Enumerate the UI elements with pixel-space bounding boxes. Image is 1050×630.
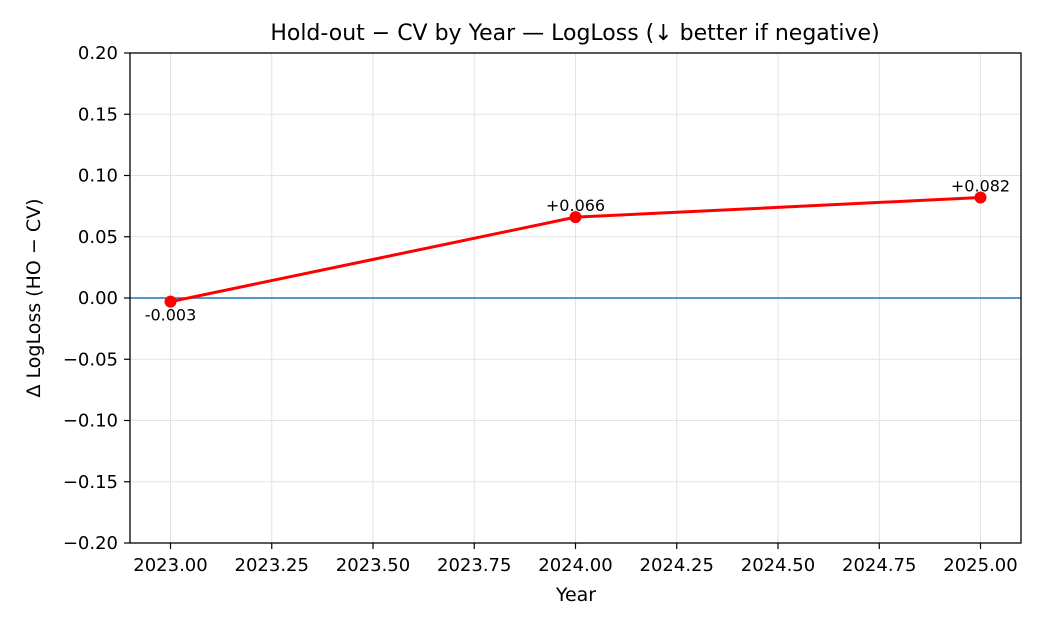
x-tick-label: 2023.50 bbox=[336, 555, 410, 576]
x-tick-label: 2024.75 bbox=[842, 555, 916, 576]
y-tick-label: −0.10 bbox=[63, 411, 118, 432]
y-tick-label: −0.05 bbox=[63, 349, 118, 370]
y-tick-label: 0.20 bbox=[78, 43, 118, 64]
y-tick-label: 0.15 bbox=[78, 104, 118, 125]
y-tick-label: 0.00 bbox=[78, 288, 118, 309]
x-axis-title: Year bbox=[555, 584, 596, 606]
data-label: +0.066 bbox=[546, 196, 605, 215]
y-tick-label: 0.10 bbox=[78, 166, 118, 187]
y-axis-title: Δ LogLoss (HO − CV) bbox=[23, 198, 45, 397]
x-tick-label: 2023.00 bbox=[133, 555, 207, 576]
x-tick-label: 2024.25 bbox=[640, 555, 714, 576]
data-label: +0.082 bbox=[951, 177, 1010, 196]
x-tick-label: 2024.00 bbox=[538, 555, 612, 576]
x-tick-label: 2025.00 bbox=[943, 555, 1017, 576]
chart-title: Hold-out − CV by Year — LogLoss (↓ bette… bbox=[270, 21, 879, 46]
y-tick-label: −0.15 bbox=[63, 472, 118, 493]
y-tick-label: 0.05 bbox=[78, 227, 118, 248]
x-tick-label: 2023.75 bbox=[437, 555, 511, 576]
x-tick-label: 2023.25 bbox=[235, 555, 309, 576]
data-label: -0.003 bbox=[145, 306, 197, 325]
x-tick-label: 2024.50 bbox=[741, 555, 815, 576]
y-tick-label: −0.20 bbox=[63, 533, 118, 554]
